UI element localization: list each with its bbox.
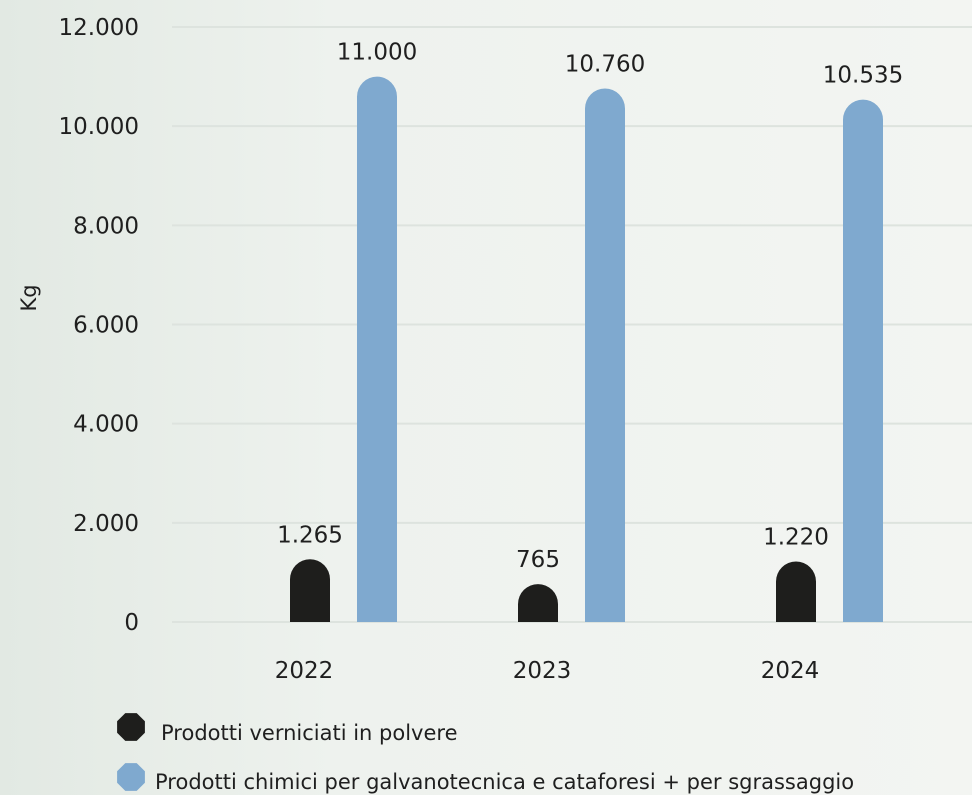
legend-swatch — [117, 763, 145, 791]
y-tick-label: 12.000 — [59, 15, 139, 41]
legend-label: Prodotti verniciati in polvere — [161, 721, 458, 745]
y-axis-title: Kg — [17, 284, 41, 311]
y-tick-label: 2.000 — [73, 511, 139, 537]
x-axis-ticks: 2022 2023 2024 — [275, 658, 820, 684]
data-label: 10.760 — [565, 51, 645, 77]
gridlines — [172, 26, 972, 623]
x-tick-label: 2023 — [513, 658, 572, 684]
data-label: 11.000 — [337, 40, 417, 66]
y-tick-label: 10.000 — [59, 114, 139, 140]
bar-chemicals-2022 — [357, 76, 397, 623]
y-tick-label: 8.000 — [73, 213, 139, 239]
legend: Prodotti verniciati in polvere Prodotti c… — [117, 713, 854, 794]
legend-label: Prodotti chimici per galvanotecnica e ca… — [155, 770, 854, 794]
bars — [290, 76, 883, 623]
bar-powder-coated-2022 — [290, 559, 330, 622]
bar-powder-coated-2023 — [518, 584, 558, 622]
y-axis-ticks: 0 2.000 4.000 6.000 8.000 10.000 12.000 — [59, 15, 139, 636]
data-label: 1.265 — [277, 522, 343, 548]
y-tick-label: 0 — [124, 610, 139, 636]
x-tick-label: 2022 — [275, 658, 334, 684]
legend-swatch — [117, 713, 145, 741]
data-labels: 1.265 11.000 765 10.760 1.220 10.535 — [277, 40, 903, 573]
x-tick-label: 2024 — [761, 658, 820, 684]
bar-chemicals-2024 — [843, 99, 883, 622]
y-tick-label: 4.000 — [73, 412, 139, 438]
y-tick-label: 6.000 — [73, 313, 139, 339]
bar-chemicals-2023 — [585, 88, 625, 622]
data-label: 765 — [516, 547, 560, 573]
data-label: 1.220 — [763, 525, 829, 551]
bar-powder-coated-2024 — [776, 561, 816, 622]
data-label: 10.535 — [823, 63, 903, 89]
